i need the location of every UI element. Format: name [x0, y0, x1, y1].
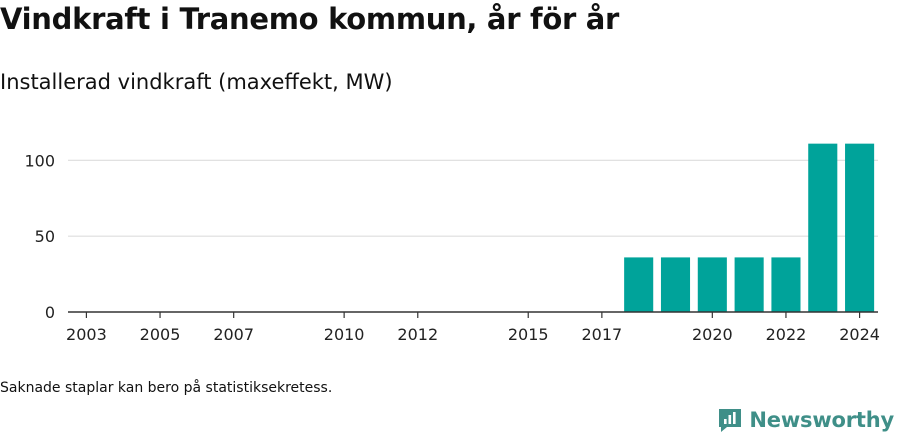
bar: [734, 257, 764, 312]
bar: [771, 257, 801, 312]
x-tick-label: 2005: [140, 325, 181, 344]
brand-name: Newsworthy: [749, 408, 894, 432]
x-tick-label: 2024: [839, 325, 880, 344]
bar-chart: 0 50 100 2003 2005 2007 2010 2012 2015 2017 2020 20…: [24, 143, 880, 344]
x-tick-label: 2017: [582, 325, 623, 344]
y-tick-label: 0: [45, 303, 55, 322]
newsworthy-logo[interactable]: Newsworthy: [717, 407, 894, 433]
newsworthy-logo-icon: [719, 409, 742, 432]
chart-subtitle: Installerad vindkraft (maxeffekt, MW): [0, 70, 393, 94]
bar: [845, 143, 875, 312]
x-tick-label: 2010: [324, 325, 365, 344]
y-tick-label: 100: [24, 151, 55, 170]
x-tick-label: 2007: [213, 325, 254, 344]
bar: [624, 257, 654, 312]
x-tick-label: 2012: [397, 325, 438, 344]
y-tick-label: 50: [35, 227, 55, 246]
x-tick-label: 2003: [66, 325, 107, 344]
x-tick-label: 2022: [766, 325, 807, 344]
footnote: Saknade staplar kan bero på statistiksek…: [0, 380, 333, 396]
x-tick-label: 2015: [508, 325, 549, 344]
x-tick-label: 2020: [692, 325, 733, 344]
chart-title: Vindkraft i Tranemo kommun, år för år: [0, 2, 620, 36]
bar: [697, 257, 727, 312]
bar: [808, 143, 838, 312]
bar: [660, 257, 691, 312]
